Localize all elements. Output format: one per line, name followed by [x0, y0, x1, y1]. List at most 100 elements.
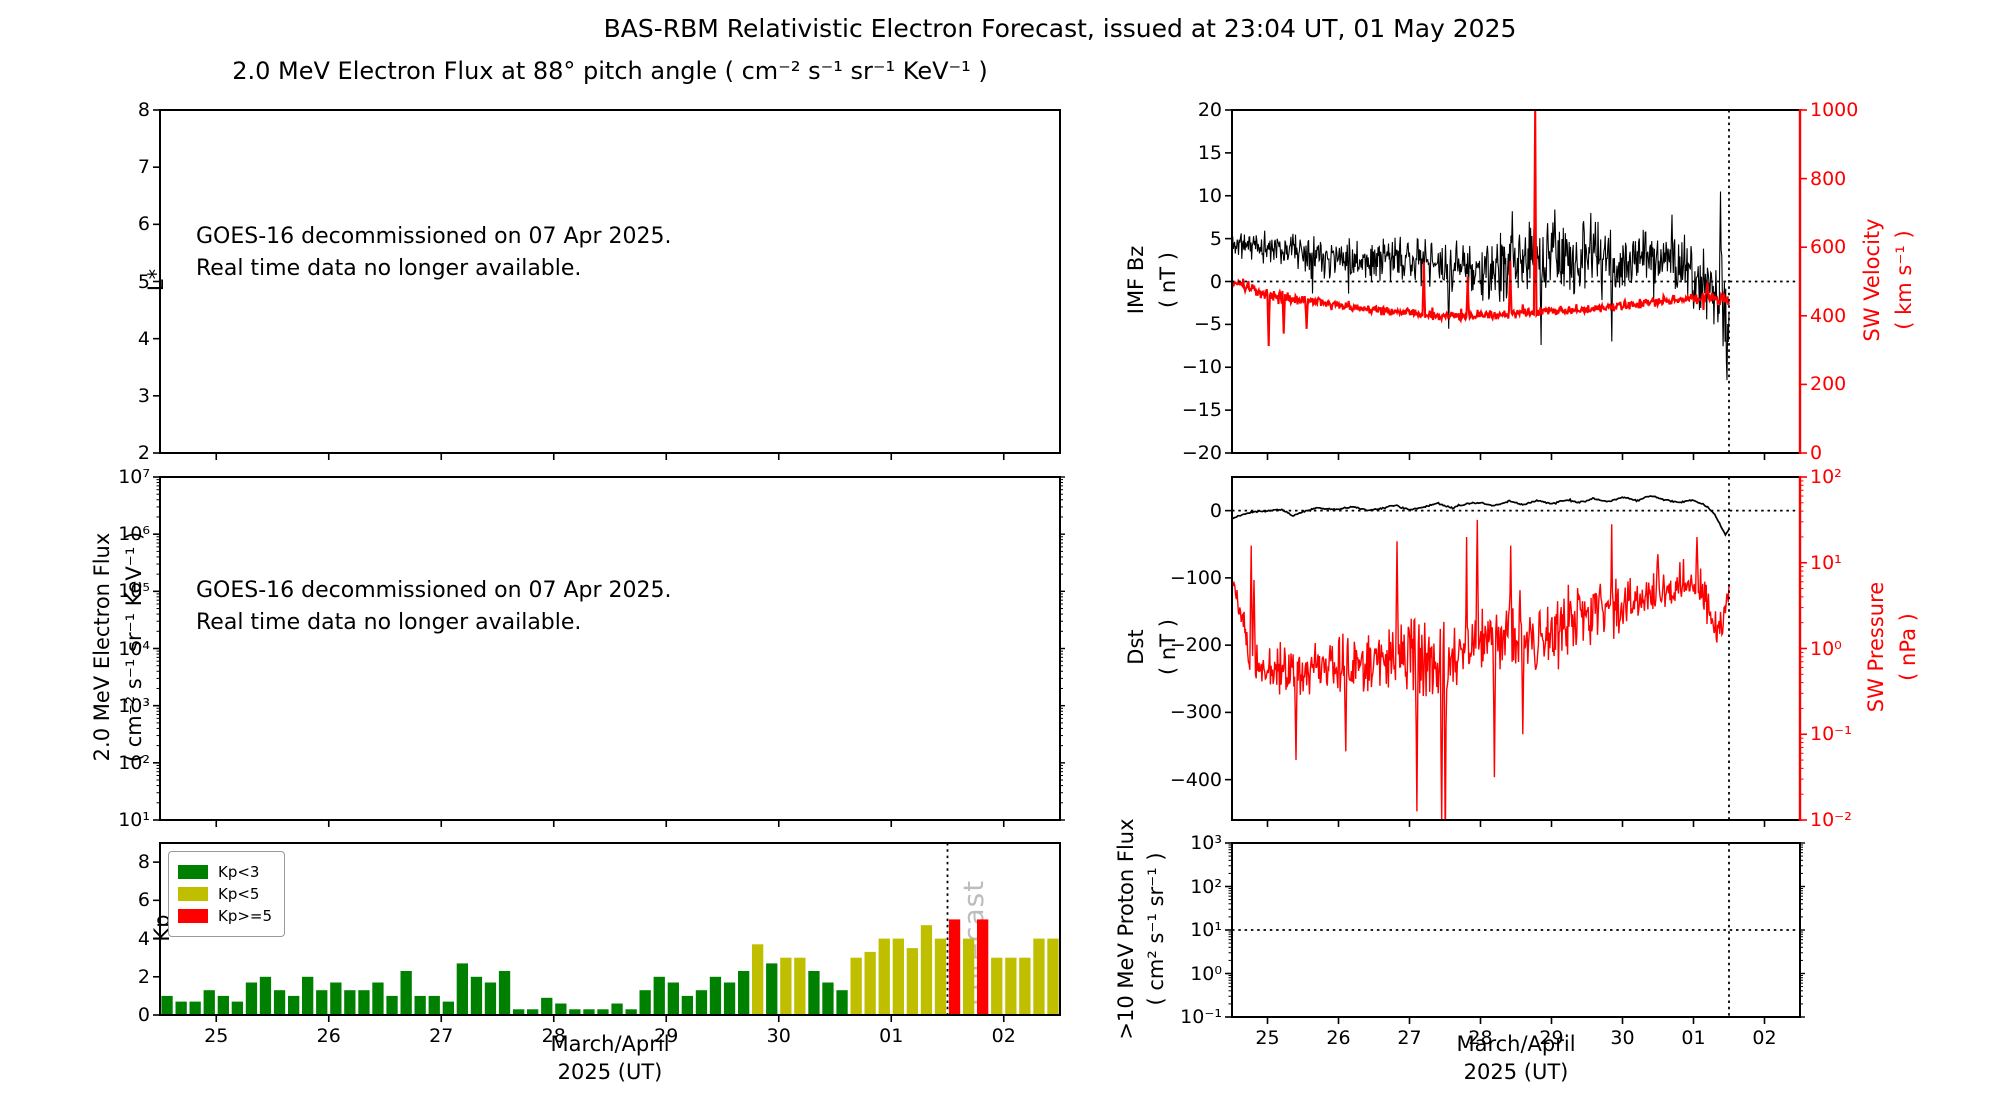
kp-bar — [695, 990, 708, 1015]
kp-bar — [864, 951, 876, 1015]
eflux-ytick-1: 10¹ — [118, 809, 150, 831]
kp-bar — [259, 976, 272, 1015]
proton-ytick-1: 10¹ — [1190, 919, 1222, 941]
dst-line — [1232, 495, 1730, 537]
kp-bar — [217, 995, 229, 1015]
kp-bar — [625, 1009, 637, 1015]
kp-bar — [484, 982, 497, 1015]
swvel-ytick-0: 0 — [1810, 442, 1823, 464]
dst-ytick-−400: −400 — [1169, 768, 1222, 791]
kp-bar — [470, 976, 483, 1015]
kp-bar — [836, 990, 848, 1015]
right-xlabel-line2: 2025 (UT) — [1463, 1060, 1569, 1084]
sw-pressure-line — [1232, 519, 1730, 820]
swpres-ytick--1: 10⁻¹ — [1810, 723, 1852, 746]
imf-ytick-−15: −15 — [1181, 399, 1222, 422]
kp-bar — [822, 982, 834, 1015]
kp-bar — [513, 1009, 525, 1015]
kp-bar — [723, 982, 736, 1015]
kp-ytick-2: 2 — [137, 965, 150, 988]
kp-bar — [498, 971, 511, 1015]
kp-bar — [681, 995, 693, 1015]
kp-bar — [245, 982, 258, 1015]
kp-bar — [288, 995, 300, 1015]
dst-ytick-−300: −300 — [1169, 701, 1222, 724]
kp-bar — [977, 919, 989, 1015]
lstar-ytick-6: 6 — [137, 213, 150, 236]
kp-legend-row-yellow: Kp<5 — [178, 885, 272, 903]
kp-bar — [400, 971, 412, 1015]
lstar-ytick-4: 4 — [137, 327, 150, 350]
lstar-ytick-7: 7 — [137, 156, 150, 179]
dst-ytick-−200: −200 — [1169, 634, 1222, 657]
lstar-ytick-5: 5 — [137, 270, 150, 293]
proton-xtick-30: 30 — [1610, 1027, 1635, 1049]
kp-bar — [1047, 938, 1059, 1015]
kp-bar — [386, 995, 398, 1015]
kp-legend-label-red: Kp>=5 — [218, 907, 273, 925]
kp-xtick-02: 02 — [991, 1025, 1016, 1047]
proton-xtick-02: 02 — [1752, 1027, 1777, 1049]
lstar-notice-line1: GOES-16 decommissioned on 07 Apr 2025. — [196, 224, 672, 249]
kp-bar — [934, 938, 947, 1015]
kp-bar — [344, 990, 356, 1015]
kp-bar — [414, 995, 426, 1015]
kp-bar — [189, 1001, 201, 1015]
kp-bar — [358, 990, 370, 1015]
kp-bar — [709, 976, 722, 1015]
kp-bar — [653, 976, 665, 1015]
swvel-ytick-400: 400 — [1810, 304, 1847, 327]
dst-ytick-0: 0 — [1209, 499, 1222, 522]
sw-velocity-line — [1232, 110, 1731, 347]
kp-ytick-6: 6 — [137, 889, 150, 912]
kp-bar — [541, 997, 553, 1015]
kp-bar — [316, 990, 328, 1015]
kp-legend: Kp<3 Kp<5 Kp>=5 — [168, 851, 286, 937]
kp-xtick-29: 29 — [654, 1025, 679, 1047]
imf-ytick-−20: −20 — [1181, 442, 1222, 464]
kp-bar — [738, 971, 750, 1015]
kp-legend-row-green: Kp<3 — [178, 863, 272, 881]
left-column-subtitle: 2.0 MeV Electron Flux at 88° pitch angle… — [232, 57, 988, 85]
swpres-ytick--2: 10⁻² — [1810, 809, 1852, 831]
kp-bar — [372, 982, 384, 1015]
kp-bar — [850, 957, 862, 1015]
proton-ytick-3: 10³ — [1190, 832, 1222, 854]
imf-ytick-−5: −5 — [1193, 313, 1222, 336]
proton-xtick-01: 01 — [1681, 1027, 1706, 1049]
eflux-ytick-4: 10⁴ — [118, 637, 150, 660]
imf-ytick-10: 10 — [1197, 184, 1222, 207]
kp-bar — [780, 957, 792, 1015]
eflux-ytick-3: 10³ — [118, 694, 150, 717]
proton-ytick-0: 10⁰ — [1190, 962, 1222, 985]
eflux-ytick-5: 10⁵ — [118, 580, 150, 603]
kp-bar — [920, 925, 933, 1015]
imf-bz-line — [1232, 191, 1730, 381]
imf-ytick-−10: −10 — [1181, 356, 1222, 379]
swvel-ytick-600: 600 — [1810, 236, 1847, 259]
kp-bar — [991, 957, 1003, 1015]
swvel-ytick-200: 200 — [1810, 373, 1847, 396]
eflux-ytick-6: 10⁶ — [118, 523, 150, 546]
sw-velocity-ylabel-line2: ( km s⁻¹ ) — [1892, 230, 1916, 330]
kp-xtick-27: 27 — [429, 1025, 454, 1047]
proton-xtick-25: 25 — [1255, 1027, 1280, 1049]
eflux-notice-line2: Real time data no longer available. — [196, 610, 582, 635]
left-xlabel-line2: 2025 (UT) — [557, 1060, 663, 1084]
figure-title: BAS-RBM Relativistic Electron Forecast, … — [603, 14, 1517, 43]
kp-bar — [1019, 957, 1031, 1015]
dst-chart — [1225, 476, 1807, 827]
right-xlabel-line1: March/April — [1456, 1032, 1576, 1056]
kp-bar — [273, 990, 286, 1015]
kp-bar — [892, 938, 904, 1015]
sw-velocity-ylabel-line1: SW Velocity — [1860, 218, 1884, 342]
kp-legend-swatch-yellow — [178, 887, 208, 901]
kp-bar — [963, 938, 975, 1015]
imf-ytick-5: 5 — [1209, 227, 1222, 250]
eflux-chart — [153, 476, 1065, 827]
eflux-ytick-2: 10² — [118, 751, 150, 774]
kp-bar — [906, 948, 918, 1015]
imf-chart — [1225, 109, 1807, 460]
proton-ylabel-line1: >10 MeV Proton Flux — [1114, 818, 1138, 1040]
